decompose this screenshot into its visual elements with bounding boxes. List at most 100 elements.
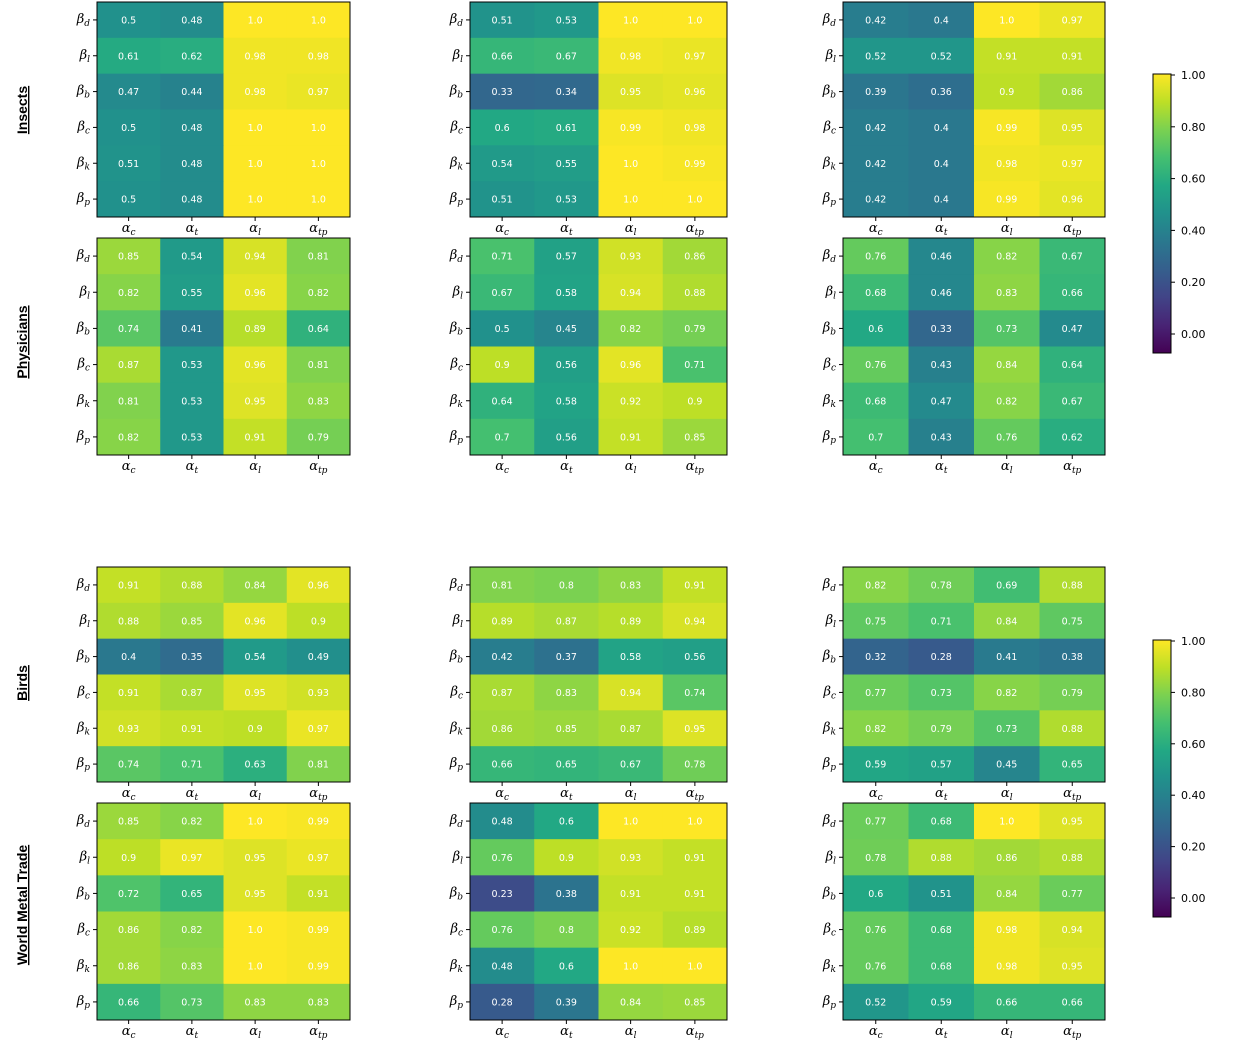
heatmap-cell: [470, 73, 535, 110]
heatmap-cell: [223, 567, 288, 604]
heatmap-cell: [534, 710, 599, 747]
colorbar-tick-label: 1.00: [1181, 635, 1206, 648]
cell-value-label: 0.79: [931, 724, 952, 735]
cell-value-label: 0.33: [931, 324, 952, 335]
heatmap-cell: [97, 346, 161, 384]
x-tick-label: αc: [495, 1024, 509, 1041]
heatmap-cell: [662, 602, 728, 640]
heatmap-cell: [223, 602, 288, 640]
heatmap-cell: [1039, 37, 1106, 75]
heatmap-cell: [223, 274, 288, 311]
colorbar-gradient: [1152, 73, 1172, 354]
heatmap-cell: [470, 674, 535, 711]
heatmap-cell: [1039, 145, 1106, 182]
heatmap-cell: [534, 181, 599, 218]
cell-value-label: 0.91: [1062, 51, 1083, 62]
heatmap-cell: [662, 382, 728, 420]
heatmap-cell: [97, 37, 161, 75]
cell-value-label: 0.76: [865, 925, 886, 936]
heatmap-cell: [286, 418, 351, 456]
heatmap-cell: [908, 947, 975, 985]
heatmap-cell: [1039, 382, 1106, 420]
cell-value-label: 0.85: [118, 252, 139, 263]
y-tick-label: βp: [449, 191, 464, 208]
heatmap-cell: [843, 346, 909, 384]
cell-value-label: 0.46: [931, 288, 952, 299]
y-tick-label: βl: [79, 284, 91, 301]
heatmap-cell: [974, 638, 1040, 675]
y-tick-label: βk: [449, 720, 463, 737]
cell-value-label: 0.4: [934, 123, 949, 134]
heatmap-panel: 0.42 0.4 1.0 0.97 0.52 0.52 0.91 0.91 0.39 0.36 0.…: [822, 1, 1106, 238]
cell-value-label: 0.97: [308, 87, 329, 98]
cell-value-label: 0.91: [684, 580, 705, 591]
cell-value-label: 0.9: [559, 853, 574, 864]
heatmap-cell: [908, 73, 975, 110]
heatmap-cell: [843, 37, 909, 75]
x-tick-label: αtp: [686, 459, 704, 476]
heatmap-cell: [662, 274, 728, 311]
cell-value-label: 0.97: [181, 853, 202, 864]
heatmap-cell: [223, 238, 288, 275]
x-tick-label: αl: [1001, 1024, 1013, 1041]
panel-frame: [842, 237, 1106, 456]
x-tick-label: αt: [935, 221, 948, 238]
cell-value-label: 0.93: [308, 688, 329, 699]
heatmap-cell: [160, 310, 224, 347]
x-tick-label: αc: [122, 221, 136, 238]
cell-value-label: 0.42: [865, 159, 886, 170]
cell-value-label: 0.51: [118, 159, 139, 170]
cell-value-label: 0.93: [620, 853, 641, 864]
heatmap-cell: [1039, 238, 1106, 275]
cell-value-label: 0.76: [492, 853, 513, 864]
panel-frame: [469, 802, 728, 1021]
heatmap-cell: [286, 983, 351, 1021]
cell-value-label: 0.35: [181, 652, 202, 663]
x-tick-label: αl: [1001, 786, 1013, 803]
cell-value-label: 0.94: [620, 288, 641, 299]
cell-value-label: 0.38: [1062, 652, 1083, 663]
cell-value-label: 0.51: [492, 15, 513, 26]
cell-value-label: 0.82: [181, 817, 202, 828]
cell-value-label: 0.98: [684, 123, 705, 134]
cell-value-label: 0.46: [931, 252, 952, 263]
cell-value-label: 0.91: [684, 889, 705, 900]
cell-value-label: 0.87: [118, 360, 139, 371]
cell-value-label: 0.5: [495, 324, 510, 335]
cell-value-label: 0.91: [181, 724, 202, 735]
cell-value-label: 0.97: [308, 724, 329, 735]
heatmap-cell: [223, 418, 288, 456]
cell-value-label: 0.99: [308, 925, 329, 936]
heatmap-cell: [1039, 181, 1106, 218]
heatmap-cell: [974, 238, 1040, 275]
cell-value-label: 0.5: [121, 15, 136, 26]
heatmap-cell: [160, 602, 224, 640]
heatmap-cell: [97, 2, 161, 39]
cell-value-label: 0.75: [1062, 616, 1083, 627]
cell-value-label: 0.94: [684, 616, 705, 627]
cell-value-label: 0.72: [118, 889, 139, 900]
cell-value-label: 0.79: [1062, 688, 1083, 699]
cell-value-label: 0.99: [620, 123, 641, 134]
heatmap-cell: [160, 181, 224, 218]
cell-value-label: 0.88: [684, 288, 705, 299]
cell-value-label: 0.82: [118, 432, 139, 443]
heatmap-cell: [286, 382, 351, 420]
cell-value-label: 0.73: [996, 324, 1017, 335]
cell-value-label: 0.59: [865, 760, 886, 771]
heatmap-cell: [160, 73, 224, 110]
x-tick-label: αl: [249, 786, 261, 803]
heatmap-cell: [843, 911, 909, 949]
heatmap-cell: [223, 839, 288, 876]
heatmap-cell: [97, 181, 161, 218]
heatmap-cell: [974, 181, 1040, 218]
y-tick-label: βb: [822, 320, 837, 337]
cell-value-label: 0.52: [865, 997, 886, 1008]
panel-frame: [96, 1, 351, 218]
y-tick-label: βd: [76, 813, 91, 830]
y-tick-label: βp: [449, 756, 464, 773]
x-tick-label: αtp: [1063, 786, 1081, 803]
cell-value-label: 0.77: [865, 817, 886, 828]
cell-value-label: 0.67: [556, 51, 577, 62]
cell-value-label: 0.57: [931, 760, 952, 771]
